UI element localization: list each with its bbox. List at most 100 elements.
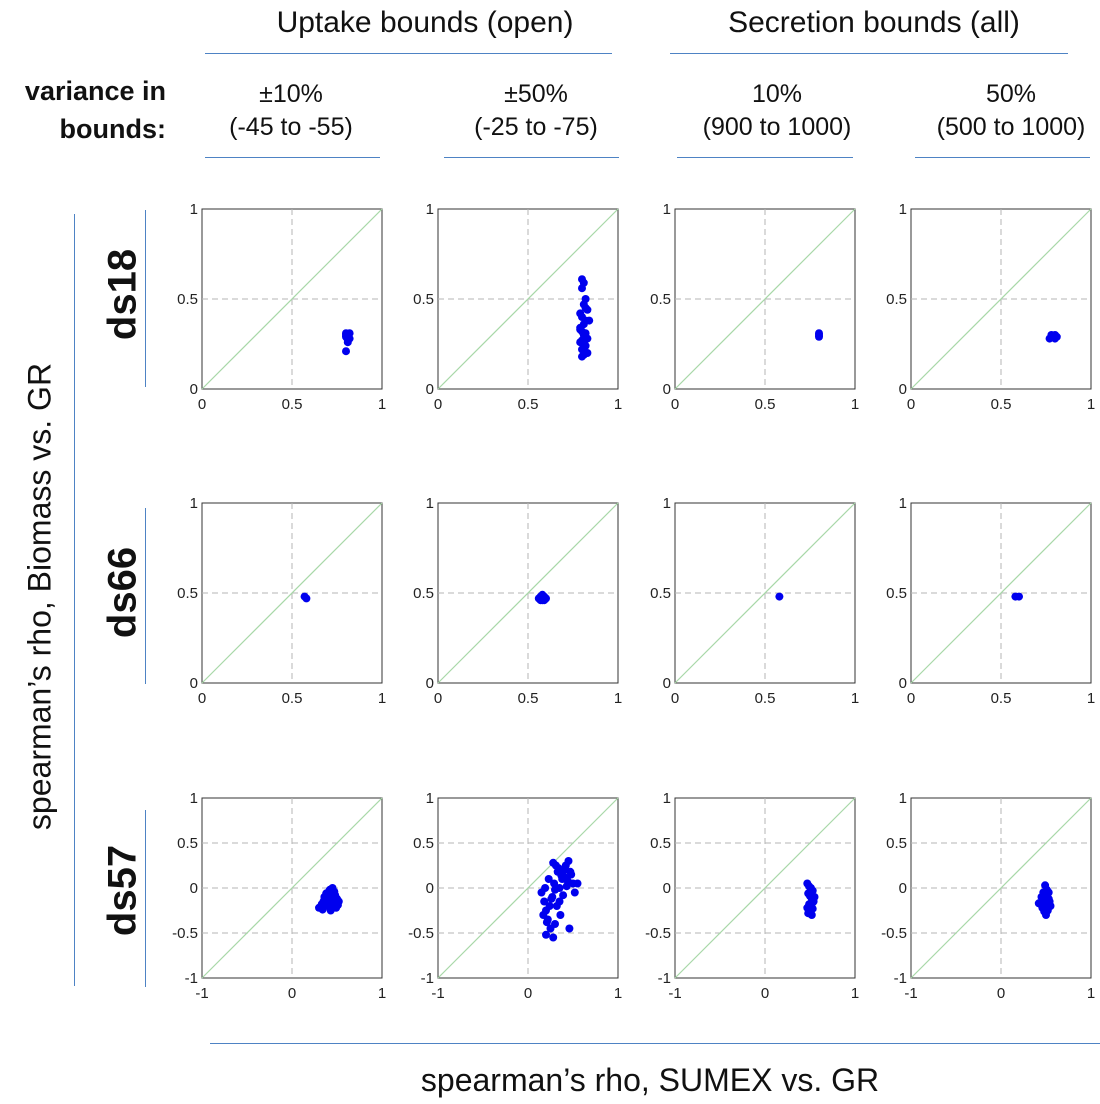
panel-ds57-1-ytick-label: -1 bbox=[185, 970, 198, 987]
panel-ds66-2-ytick-label: 0.5 bbox=[413, 585, 434, 602]
panel-ds66-2-xtick-label: 1 bbox=[614, 690, 622, 707]
panel-ds66-4-ytick-label: 1 bbox=[899, 495, 907, 512]
panel-ds66-1-xtick-label: 1 bbox=[378, 690, 386, 707]
panel-ds57-4-ytick-label: 0 bbox=[899, 880, 907, 897]
panel-ds57-4-ytick-label: -1 bbox=[894, 970, 907, 987]
panel-ds66-3-ytick-label: 0 bbox=[663, 675, 671, 692]
panel-ds66-4-ytick-label: 0 bbox=[899, 675, 907, 692]
panel-ds66-2-ytick-label: 1 bbox=[426, 495, 434, 512]
panel-ds18-1-ytick-label: 0 bbox=[190, 381, 198, 398]
panel-ds57-3-xtick-label: -1 bbox=[668, 985, 681, 1002]
panel-ds66-4-xtick-label: 1 bbox=[1087, 690, 1095, 707]
panel-ds18-4-ytick-label: 1 bbox=[899, 201, 907, 218]
column-rule-3 bbox=[677, 157, 853, 158]
secretion-bounds-title: Secretion bounds (all) bbox=[728, 6, 1020, 39]
panel-ds57-1-xtick-label: 1 bbox=[378, 985, 386, 1002]
panel-ds57-3-ytick-label: -0.5 bbox=[645, 925, 671, 942]
row-rule-ds18 bbox=[145, 210, 146, 387]
uptake-title-rule bbox=[205, 53, 612, 54]
panel-ds57-1-ytick-label: 0.5 bbox=[177, 835, 198, 852]
panel-ds66-4-point bbox=[1015, 592, 1023, 601]
column-label-3-percent: 10% bbox=[751, 80, 803, 108]
panel-ds18-2-xtick-label: 0.5 bbox=[518, 396, 539, 413]
panel-ds18-1: 0 0.5 1 0 0.5 1 bbox=[177, 201, 386, 413]
panel-ds57-1-point bbox=[328, 893, 337, 902]
panel-ds18-3-xtick-label: 0.5 bbox=[755, 396, 776, 413]
panel-ds66-1-diagonal bbox=[201, 502, 383, 684]
panel-ds66-2-diagonal bbox=[437, 502, 619, 684]
panel-ds57-2-point bbox=[542, 930, 550, 939]
panel-ds18-1-diagonal bbox=[201, 208, 383, 390]
variance-label-line1: variance in bbox=[24, 76, 166, 106]
panel-ds18-2-xtick-label: 0 bbox=[434, 396, 442, 413]
column-label-4-range: (500 to 1000) bbox=[936, 113, 1086, 141]
panel-ds66-1: 0 0.5 1 0 0.5 1 bbox=[177, 495, 386, 707]
panel-ds57-1-xtick-label: -1 bbox=[195, 985, 208, 1002]
panel-ds57-2-point bbox=[565, 924, 574, 933]
panel-ds57-4-ytick-label: -0.5 bbox=[881, 925, 907, 942]
panel-ds57-2: -1 0 1 -1 -0.5 0 0.5 1 bbox=[408, 790, 622, 1002]
panel-ds57-3-diagonal bbox=[674, 797, 856, 979]
panel-ds18-2: 0 0.5 1 0 0.5 1 bbox=[413, 201, 622, 413]
panel-ds57-2-point bbox=[547, 894, 556, 903]
panel-ds18-1-ytick-label: 0.5 bbox=[177, 291, 198, 308]
panel-ds66-3-xtick-label: 0 bbox=[671, 690, 679, 707]
panel-ds57-3-xtick-label: 0 bbox=[761, 985, 769, 1002]
panel-ds66-2-point bbox=[540, 596, 549, 605]
panel-ds18-2-point bbox=[585, 316, 594, 325]
panel-ds18-3-xtick-label: 0 bbox=[671, 396, 679, 413]
panel-ds57-4-xtick-label: 0 bbox=[997, 985, 1005, 1002]
panel-ds57-2-point bbox=[570, 888, 579, 897]
panel-ds66-3-xtick-label: 0.5 bbox=[755, 690, 776, 707]
panel-ds18-2-point bbox=[576, 325, 585, 334]
panel-ds57-3: -1 0 1 -1 -0.5 0 0.5 1 bbox=[645, 790, 859, 1002]
panel-ds57-2-point bbox=[562, 882, 571, 891]
panel-ds57-2-point bbox=[559, 891, 568, 900]
panel-ds18-1-xtick-label: 0 bbox=[198, 396, 206, 413]
panel-ds57-2-point bbox=[555, 897, 564, 906]
panel-ds57-2-point bbox=[541, 884, 550, 892]
panel-ds57-2-xtick-label: 1 bbox=[614, 985, 622, 1002]
panel-ds57-1-point bbox=[330, 887, 339, 896]
panel-ds57-2-point bbox=[549, 858, 558, 867]
panel-ds57-3-ytick-label: -1 bbox=[658, 970, 671, 987]
column-label-4: 50% (500 to 1000) bbox=[891, 78, 1100, 144]
panel-ds57-4-ytick-label: 1 bbox=[899, 790, 907, 807]
panel-ds57-4-ytick-label: 0.5 bbox=[886, 835, 907, 852]
panel-ds18-2-point bbox=[581, 304, 590, 312]
panel-ds57-3-point bbox=[808, 898, 817, 907]
panel-ds57-2-point bbox=[557, 871, 566, 880]
panel-ds66-3-point bbox=[775, 592, 784, 601]
panel-ds18-3: 0 0.5 1 0 0.5 1 bbox=[650, 201, 859, 413]
panel-ds18-4: 0 0.5 1 0 0.5 1 bbox=[886, 201, 1095, 413]
panel-ds18-1-point bbox=[345, 329, 354, 338]
column-label-1-range: (-45 to -55) bbox=[229, 113, 353, 141]
panel-ds57-3-ytick-label: 1 bbox=[663, 790, 671, 807]
panel-ds66-1-ytick-label: 0.5 bbox=[177, 585, 198, 602]
panel-ds18-4-xtick-label: 0 bbox=[907, 396, 915, 413]
panel-ds66-4: 0 0.5 1 0 0.5 1 bbox=[886, 495, 1095, 707]
scatter-plot-grid: 0 0.5 1 0 0.5 1 0 0.5 1 0 0.5 1 0 0.5 1 0 0.5 1 0 0.5 1 0 0.5 1… bbox=[172, 201, 1095, 1002]
panel-ds57-2-point bbox=[566, 867, 575, 876]
panel-ds66-4-xtick-label: 0 bbox=[907, 690, 915, 707]
panel-ds66-1-xtick-label: 0 bbox=[198, 690, 206, 707]
panel-ds18-4-ytick-label: 0.5 bbox=[886, 291, 907, 308]
panel-ds66-2-xtick-label: 0.5 bbox=[518, 690, 539, 707]
panel-ds57-3-point bbox=[806, 888, 814, 897]
panel-ds57-1-point bbox=[333, 901, 342, 910]
panel-ds66-2-xtick-label: 0 bbox=[434, 690, 442, 707]
column-rule-1 bbox=[205, 157, 380, 158]
panel-ds57-2-diagonal bbox=[437, 797, 619, 979]
panel-ds18-4-point bbox=[1051, 334, 1059, 343]
panel-ds18-1-xtick-label: 0.5 bbox=[282, 396, 303, 413]
column-label-1-percent: ±10% bbox=[259, 80, 323, 108]
panel-ds57-2-point bbox=[551, 920, 559, 928]
panel-ds57-1-ytick-label: 0 bbox=[190, 880, 198, 897]
panel-ds57-2-ytick-label: -0.5 bbox=[408, 925, 434, 942]
panel-ds57-2-point bbox=[542, 918, 551, 927]
panel-ds18-3-ytick-label: 0.5 bbox=[650, 291, 671, 308]
column-label-2-range: (-25 to -75) bbox=[474, 113, 598, 141]
panel-ds57-4-xtick-label: 1 bbox=[1087, 985, 1095, 1002]
panel-ds66-3-ytick-label: 1 bbox=[663, 495, 671, 512]
panel-ds57-2-point bbox=[544, 875, 553, 883]
